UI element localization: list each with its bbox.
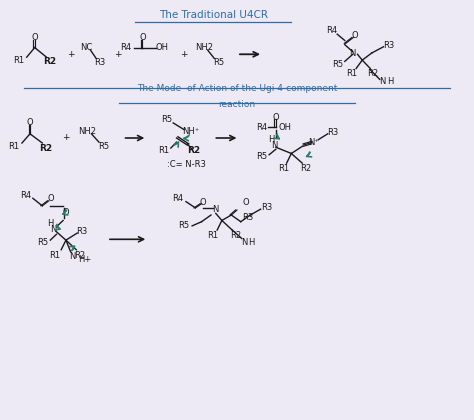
Text: R1: R1 <box>278 165 289 173</box>
Text: R5: R5 <box>98 142 109 151</box>
Text: O: O <box>139 33 146 42</box>
Text: H: H <box>387 77 394 87</box>
Text: N: N <box>271 141 277 150</box>
Text: H+: H+ <box>78 255 91 264</box>
Text: R3: R3 <box>242 213 253 222</box>
Text: +: + <box>180 50 188 59</box>
Text: R3: R3 <box>327 128 338 137</box>
Text: H: H <box>268 135 274 144</box>
Text: The Traditional U4CR: The Traditional U4CR <box>159 10 268 20</box>
Text: O: O <box>273 113 279 121</box>
Text: O: O <box>352 31 358 39</box>
Text: OH: OH <box>156 43 169 52</box>
Text: R3: R3 <box>261 203 272 213</box>
Text: O: O <box>47 194 54 203</box>
Text: R5: R5 <box>36 238 48 247</box>
Text: R5: R5 <box>162 116 173 124</box>
Text: N: N <box>212 205 219 215</box>
Text: O: O <box>63 207 69 217</box>
Text: R5: R5 <box>213 58 225 67</box>
Text: R4: R4 <box>120 43 131 52</box>
Text: O: O <box>31 33 38 42</box>
Text: R2: R2 <box>43 57 56 66</box>
Text: R4: R4 <box>173 194 183 203</box>
Text: NC: NC <box>81 43 93 52</box>
Text: R1: R1 <box>9 142 19 151</box>
Text: NH⁺: NH⁺ <box>182 127 199 136</box>
Text: R4: R4 <box>326 26 337 35</box>
Text: R3: R3 <box>383 42 395 50</box>
Text: R2: R2 <box>230 231 242 241</box>
Text: N: N <box>50 225 57 234</box>
Text: R1: R1 <box>346 69 357 79</box>
Text: NH2: NH2 <box>78 127 96 136</box>
Text: NH2: NH2 <box>195 43 213 52</box>
Text: N: N <box>350 49 356 58</box>
Text: reaction: reaction <box>219 100 255 109</box>
Text: R1: R1 <box>158 146 169 155</box>
Text: R2: R2 <box>367 69 379 79</box>
Text: R4: R4 <box>20 191 31 200</box>
Text: N⁺: N⁺ <box>308 138 319 147</box>
Text: O: O <box>242 198 249 207</box>
Text: N: N <box>379 77 386 87</box>
Text: R3: R3 <box>76 227 88 236</box>
Text: R2: R2 <box>39 144 52 152</box>
Text: R1: R1 <box>49 251 61 260</box>
Text: R2: R2 <box>300 165 311 173</box>
Text: H: H <box>47 219 54 228</box>
Text: R4: R4 <box>256 123 267 131</box>
Text: N: N <box>241 238 247 247</box>
Text: R5: R5 <box>256 152 267 161</box>
Text: R1: R1 <box>207 231 218 241</box>
Text: :C= N-R3: :C= N-R3 <box>166 160 205 169</box>
Text: R2: R2 <box>74 251 86 260</box>
Text: +: + <box>114 50 122 59</box>
Text: +: + <box>67 50 74 59</box>
Text: R2: R2 <box>187 146 200 155</box>
Text: O: O <box>27 118 33 127</box>
Text: H: H <box>248 238 255 247</box>
Text: O: O <box>200 198 206 207</box>
Text: R1: R1 <box>13 55 24 65</box>
Text: R5: R5 <box>332 60 343 69</box>
Text: R3: R3 <box>94 58 106 67</box>
Text: R5: R5 <box>179 221 190 231</box>
Text: +: + <box>62 134 70 142</box>
Text: N: N <box>69 252 76 260</box>
Text: The Mode  of Action of the Ugi 4-component: The Mode of Action of the Ugi 4-componen… <box>137 84 337 93</box>
Text: OH: OH <box>279 123 292 131</box>
